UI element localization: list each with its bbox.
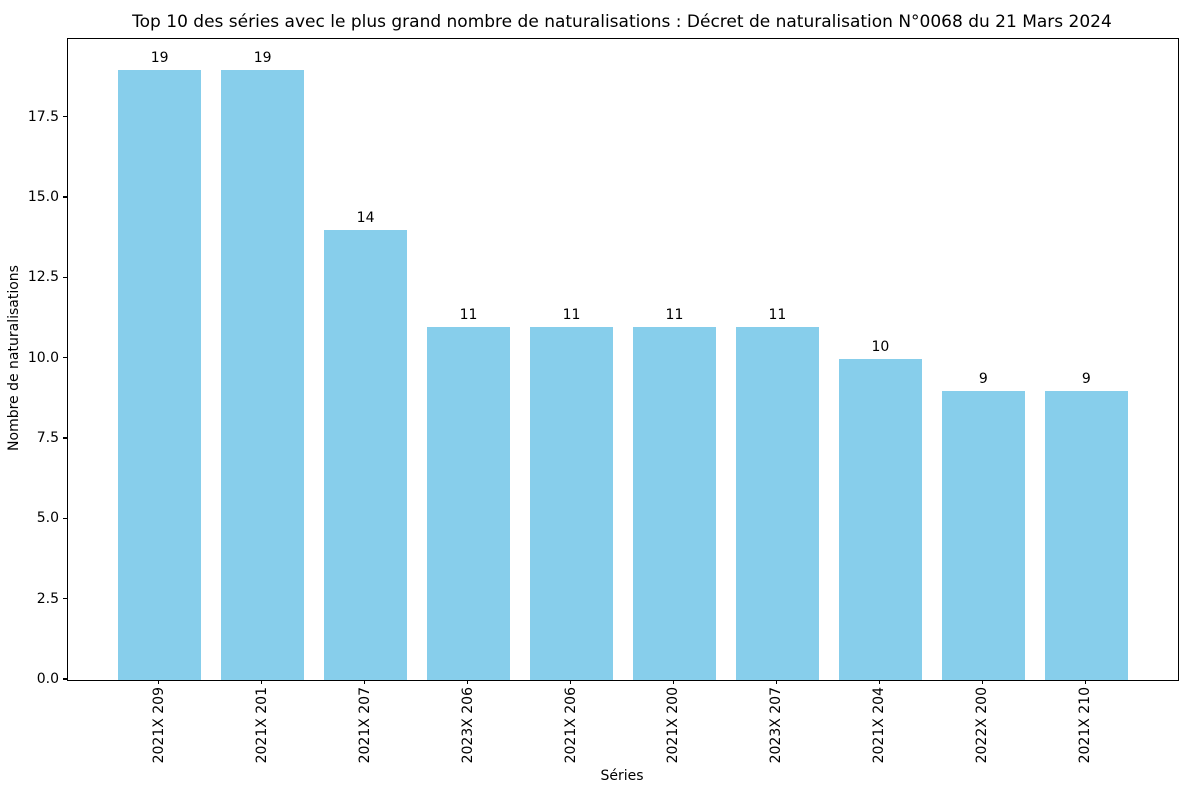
y-tick-mark: [63, 678, 67, 680]
x-tick-label: 2021X 210: [1077, 687, 1094, 764]
bar-value-label: 10: [871, 338, 890, 355]
y-tick-mark: [63, 517, 67, 520]
y-tick-mark: [63, 196, 67, 198]
x-tick-label: 2022X 200: [974, 687, 991, 764]
x-tick-mark: [775, 680, 778, 684]
bar: [118, 69, 201, 680]
chart-title: Top 10 des séries avec le plus grand nom…: [132, 12, 1112, 32]
x-tick-mark: [466, 680, 469, 684]
bar: [633, 326, 716, 680]
bar: [942, 390, 1025, 680]
x-tick-mark: [981, 680, 984, 684]
x-tick-mark: [260, 680, 263, 684]
bar: [324, 230, 407, 680]
x-tick-label: 2023X 207: [768, 687, 785, 764]
y-tick-mark: [63, 116, 67, 118]
x-tick-label: 2021X 204: [871, 687, 888, 764]
x-tick-mark: [878, 680, 881, 684]
x-tick-label: 2021X 209: [150, 687, 167, 764]
bar-value-label: 11: [768, 306, 787, 323]
x-tick-label: 2021X 201: [253, 687, 270, 764]
x-tick-mark: [157, 680, 160, 684]
y-tick-mark: [63, 437, 67, 439]
y-tick-label: 5.0: [36, 510, 59, 527]
bar: [736, 326, 819, 680]
bar-value-label: 19: [253, 49, 272, 66]
y-tick-label: 17.5: [27, 108, 59, 125]
bar: [221, 69, 304, 680]
x-tick-label: 2021X 200: [665, 687, 682, 764]
y-tick-label: 2.5: [36, 590, 59, 607]
plot-area: 19 19 14 11 11 11 11 10 9 9: [67, 38, 1179, 681]
x-tick-label: 2023X 206: [459, 687, 476, 764]
y-tick-label: 12.5: [27, 269, 59, 286]
y-tick-mark: [63, 597, 67, 600]
bar-value-label: 19: [150, 49, 169, 66]
y-tick-label: 0.0: [36, 671, 59, 687]
bar-value-label: 14: [356, 210, 375, 227]
bar: [839, 358, 922, 680]
x-tick-mark: [672, 680, 675, 684]
bar-value-label: 9: [978, 370, 988, 387]
x-tick-mark: [569, 680, 572, 684]
x-tick-label: 2021X 206: [562, 687, 579, 764]
bar-value-label: 9: [1081, 370, 1091, 387]
y-tick-mark: [63, 276, 67, 279]
bar-value-label: 11: [665, 306, 684, 323]
y-tick-label: 7.5: [36, 430, 59, 447]
x-tick-mark: [1084, 680, 1087, 684]
x-axis-label: Séries: [600, 768, 644, 784]
x-tick-label: 2021X 207: [356, 687, 373, 764]
x-tick-mark: [363, 680, 366, 684]
bar: [427, 326, 510, 680]
y-tick-mark: [63, 356, 67, 359]
bar-value-label: 11: [562, 306, 581, 323]
bar: [1045, 390, 1128, 680]
bar: [530, 326, 613, 680]
y-tick-label: 15.0: [27, 189, 59, 206]
y-tick-label: 10.0: [27, 349, 59, 366]
bar-value-label: 11: [459, 306, 478, 323]
